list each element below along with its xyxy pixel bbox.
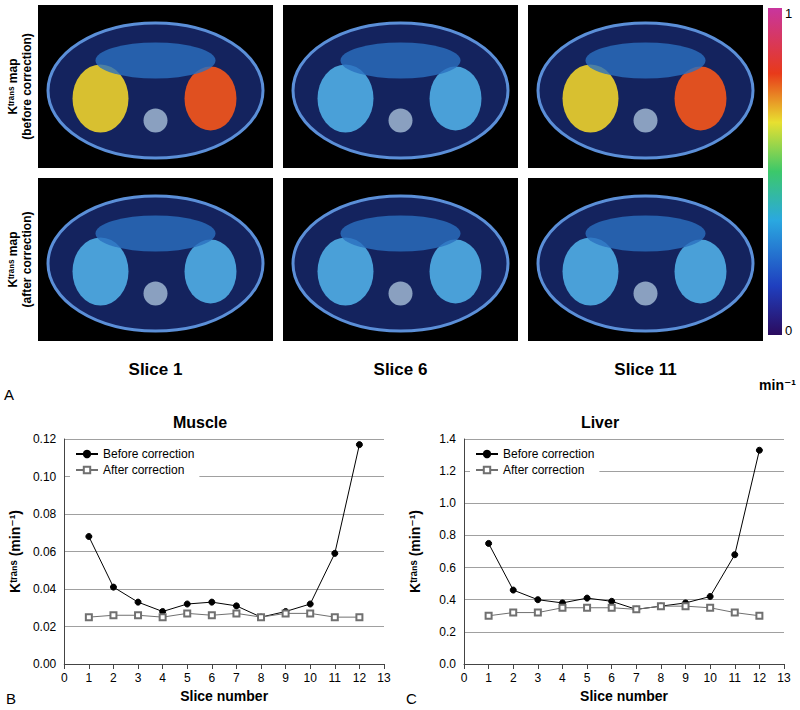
svg-text:11: 11 <box>329 671 342 685</box>
svg-text:5: 5 <box>184 671 191 685</box>
svg-text:1: 1 <box>785 6 792 21</box>
svg-text:0: 0 <box>461 671 468 685</box>
svg-text:0.12: 0.12 <box>33 432 57 446</box>
svg-text:8: 8 <box>658 671 665 685</box>
svg-text:9: 9 <box>282 671 289 685</box>
svg-text:3: 3 <box>535 671 542 685</box>
svg-text:Muscle: Muscle <box>173 414 227 431</box>
svg-text:0.0: 0.0 <box>439 657 456 671</box>
svg-text:13: 13 <box>377 671 391 685</box>
svg-text:11: 11 <box>729 671 742 685</box>
svg-text:0.6: 0.6 <box>439 561 456 575</box>
svg-text:10: 10 <box>304 671 318 685</box>
svg-text:0.06: 0.06 <box>33 545 57 559</box>
svg-text:Before correction: Before correction <box>503 447 594 461</box>
svg-text:4: 4 <box>159 671 166 685</box>
svg-text:A: A <box>4 386 14 403</box>
svg-text:3: 3 <box>135 671 142 685</box>
svg-text:Kᵗʳᵃⁿˢ map(after correction): Kᵗʳᵃⁿˢ map(after correction) <box>6 211 34 307</box>
svg-text:Slice 11: Slice 11 <box>614 360 676 379</box>
svg-text:1: 1 <box>485 671 492 685</box>
svg-text:min⁻¹: min⁻¹ <box>759 377 796 393</box>
svg-text:1.2: 1.2 <box>439 464 456 478</box>
svg-text:0.04: 0.04 <box>33 582 57 596</box>
svg-text:6: 6 <box>208 671 215 685</box>
svg-text:Slice number: Slice number <box>580 688 668 704</box>
svg-text:Liver: Liver <box>581 414 619 431</box>
svg-text:0.10: 0.10 <box>33 470 57 484</box>
svg-text:9: 9 <box>682 671 689 685</box>
svg-text:0.02: 0.02 <box>33 620 57 634</box>
svg-text:2: 2 <box>110 671 117 685</box>
svg-text:Before correction: Before correction <box>103 447 194 461</box>
svg-text:0.08: 0.08 <box>33 507 57 521</box>
svg-text:Kᵗʳᵃⁿˢ map(before correction): Kᵗʳᵃⁿˢ map(before correction) <box>6 33 34 140</box>
svg-text:7: 7 <box>633 671 640 685</box>
svg-text:4: 4 <box>559 671 566 685</box>
svg-text:Slice 1: Slice 1 <box>129 360 183 379</box>
svg-text:0: 0 <box>785 323 792 338</box>
svg-text:8: 8 <box>258 671 265 685</box>
svg-text:1.4: 1.4 <box>439 432 456 446</box>
svg-text:C: C <box>406 690 417 707</box>
svg-text:12: 12 <box>353 671 367 685</box>
svg-text:0.8: 0.8 <box>439 528 456 542</box>
svg-text:12: 12 <box>753 671 767 685</box>
svg-text:Kᵗʳᵃⁿˢ (min⁻¹): Kᵗʳᵃⁿˢ (min⁻¹) <box>407 510 423 593</box>
svg-text:1.0: 1.0 <box>439 496 456 510</box>
svg-text:5: 5 <box>584 671 591 685</box>
svg-text:0.00: 0.00 <box>33 657 57 671</box>
svg-text:7: 7 <box>233 671 240 685</box>
svg-text:B: B <box>6 690 16 707</box>
svg-text:After correction: After correction <box>103 463 184 477</box>
svg-text:6: 6 <box>608 671 615 685</box>
svg-text:13: 13 <box>777 671 791 685</box>
svg-text:Slice number: Slice number <box>180 688 268 704</box>
svg-text:1: 1 <box>86 671 93 685</box>
svg-text:After correction: After correction <box>503 463 584 477</box>
svg-text:10: 10 <box>703 671 717 685</box>
svg-text:2: 2 <box>510 671 517 685</box>
svg-text:Slice 6: Slice 6 <box>374 360 428 379</box>
svg-text:0.2: 0.2 <box>439 625 456 639</box>
svg-text:Kᵗʳᵃⁿˢ (min⁻¹): Kᵗʳᵃⁿˢ (min⁻¹) <box>7 510 23 593</box>
svg-text:0.4: 0.4 <box>439 593 456 607</box>
svg-text:0: 0 <box>61 671 68 685</box>
